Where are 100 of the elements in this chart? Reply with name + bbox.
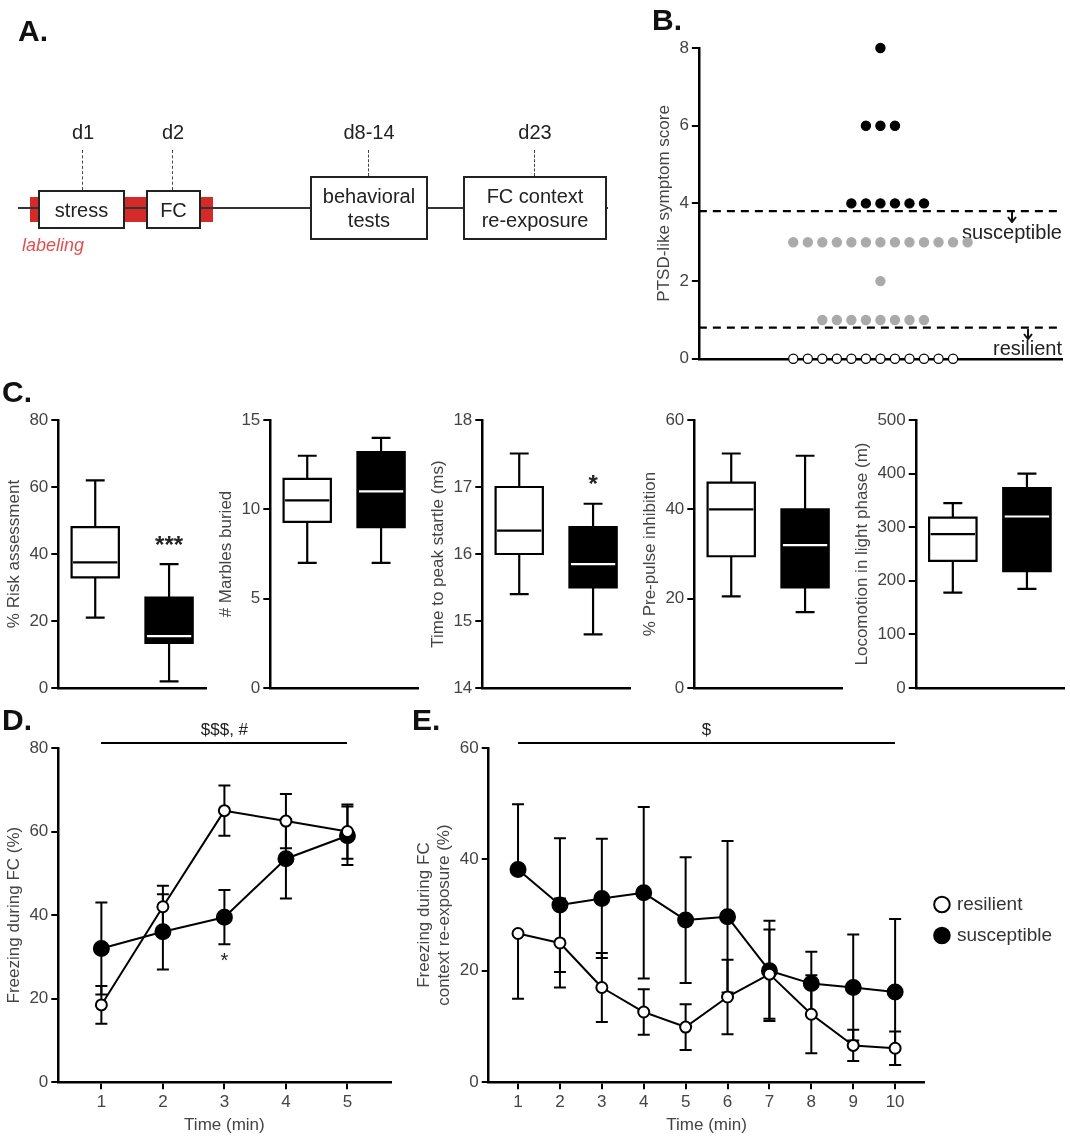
y-tick-label: 60	[29, 476, 49, 496]
y-tick-label: 60	[29, 821, 49, 841]
point	[156, 900, 170, 914]
annotation: *	[220, 948, 229, 971]
point	[947, 237, 959, 248]
point	[875, 275, 886, 287]
y-tick-label: 14	[453, 677, 473, 697]
point	[551, 896, 569, 914]
chart-title: B.	[652, 3, 682, 37]
point	[595, 981, 609, 995]
point	[637, 1005, 651, 1019]
point	[875, 42, 886, 54]
point	[511, 926, 525, 940]
y-tick-label: 15	[453, 610, 473, 630]
point	[719, 908, 737, 926]
x-tick-label: 7	[764, 1092, 775, 1112]
point	[889, 237, 901, 248]
point	[888, 1041, 902, 1055]
y-tick-label: 100	[877, 624, 906, 644]
y-tick-label: 0	[679, 348, 689, 368]
point	[762, 967, 776, 981]
x-tick-label: 3	[219, 1092, 230, 1112]
x-tick-label: 6	[722, 1092, 733, 1112]
point	[788, 237, 799, 248]
y-tick-label: 40	[665, 499, 685, 519]
point	[860, 198, 872, 209]
annotation: ***	[155, 530, 184, 558]
point	[889, 198, 901, 209]
y-axis-title: % Pre-pulse inhibition	[639, 471, 659, 637]
x-tick-label: 8	[806, 1092, 817, 1112]
x-tick-label: 2	[158, 1092, 168, 1112]
point	[92, 940, 110, 958]
point	[886, 983, 904, 1001]
y-tick-label: 6	[679, 115, 689, 135]
point	[904, 198, 915, 209]
y-axis-title: Freezing during FC context re-exposure (%)	[413, 824, 454, 1006]
point	[860, 120, 872, 131]
point	[875, 353, 886, 364]
y-tick-label: 5	[250, 588, 261, 608]
x-tick-label: 9	[848, 1092, 858, 1112]
y-tick-label: 200	[877, 570, 906, 590]
point	[831, 353, 843, 364]
y-tick-label: 0	[250, 677, 261, 697]
point	[215, 908, 233, 926]
point	[889, 120, 901, 131]
point	[721, 990, 735, 1004]
x-tick-label: 1	[513, 1092, 523, 1112]
point	[788, 353, 799, 364]
y-tick-label: 500	[877, 409, 906, 429]
text: $$$, #	[200, 720, 249, 740]
point	[635, 884, 653, 902]
y-tick-label: 2	[679, 270, 689, 290]
text: A.	[18, 14, 48, 48]
point	[918, 314, 930, 326]
point	[277, 850, 295, 868]
point	[804, 1007, 818, 1021]
y-tick-label: 400	[877, 463, 906, 483]
chart-title: C.	[2, 375, 32, 409]
point	[933, 237, 944, 248]
point	[154, 923, 172, 941]
y-tick-label: 80	[29, 409, 49, 429]
y-tick-label: 60	[459, 737, 479, 757]
text: FC context re-exposure	[463, 176, 607, 240]
y-tick-label: 60	[665, 409, 685, 429]
point	[904, 353, 915, 364]
point	[553, 936, 567, 950]
x-tick-label: 4	[639, 1092, 649, 1112]
text: d1	[70, 120, 96, 144]
text: d2	[160, 120, 186, 144]
point	[677, 911, 695, 929]
point	[933, 353, 944, 364]
legend-label: resilient	[956, 892, 1024, 914]
text: d8-14	[342, 120, 396, 144]
chart-title: D.	[2, 703, 32, 737]
point	[904, 314, 915, 326]
y-tick-label: 40	[459, 849, 479, 869]
text: behavioral tests	[310, 176, 428, 240]
y-axis-title: # Marbles buried	[215, 490, 235, 618]
point	[875, 198, 886, 209]
y-tick-label: 0	[896, 677, 906, 697]
point	[846, 1038, 860, 1052]
point	[679, 1020, 693, 1034]
point	[918, 237, 930, 248]
x-tick-label: 2	[555, 1092, 565, 1112]
y-axis-title: PTSD-like symptom score	[653, 105, 673, 302]
point	[817, 353, 828, 364]
x-tick-label: 5	[342, 1092, 353, 1112]
text: $	[701, 720, 712, 740]
point	[802, 975, 820, 993]
point	[860, 237, 872, 248]
y-tick-label: 0	[469, 1071, 479, 1091]
y-axis-title: % Risk assessment	[3, 479, 23, 629]
y-tick-label: 10	[241, 499, 261, 519]
point	[875, 237, 886, 248]
point	[860, 314, 872, 326]
point	[846, 353, 857, 364]
y-tick-label: 40	[29, 543, 49, 563]
point	[860, 353, 872, 364]
y-tick-label: 20	[29, 988, 49, 1008]
point	[875, 120, 886, 131]
